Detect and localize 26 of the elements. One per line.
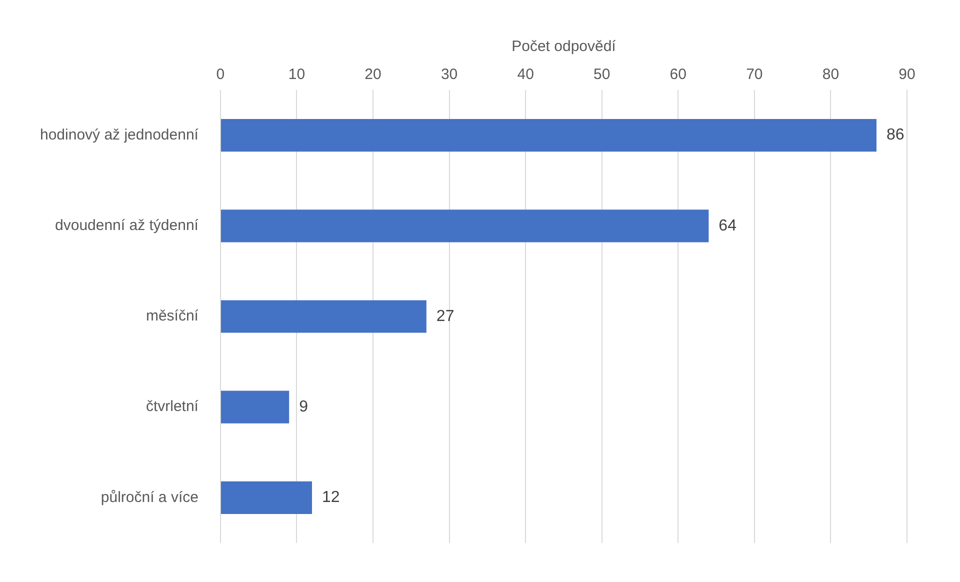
bar [220,118,876,152]
y-tick-label: dvoudenní až týdenní [55,217,200,234]
y-tick-label: měsíční [146,308,200,325]
x-tick-label: 30 [440,66,458,84]
bar [220,481,312,514]
x-tick-label: 20 [364,66,382,84]
data-label: 86 [886,126,904,144]
data-label: 64 [718,217,737,234]
x-tick-label: 10 [288,66,306,84]
x-tick-label: 40 [517,66,534,84]
x-tick-label: 80 [822,66,840,84]
x-tick-label: 70 [746,66,763,84]
bar [220,210,709,242]
x-tick-label: 50 [594,66,610,84]
y-tick-label: čtvrletní [146,398,200,416]
x-tick-label: 0 [216,66,225,84]
data-label: 12 [322,489,340,506]
x-tick-label: 90 [898,66,916,84]
x-tick-label: 60 [670,66,686,84]
data-label: 27 [436,308,454,325]
bar [220,300,426,333]
data-label: 9 [299,398,308,416]
bar [220,390,290,424]
y-tick-label: půlroční a více [100,488,198,506]
x-axis-title: Počet odpovědí [512,38,617,56]
y-tick-label: hodinový až jednodenní [40,126,200,144]
